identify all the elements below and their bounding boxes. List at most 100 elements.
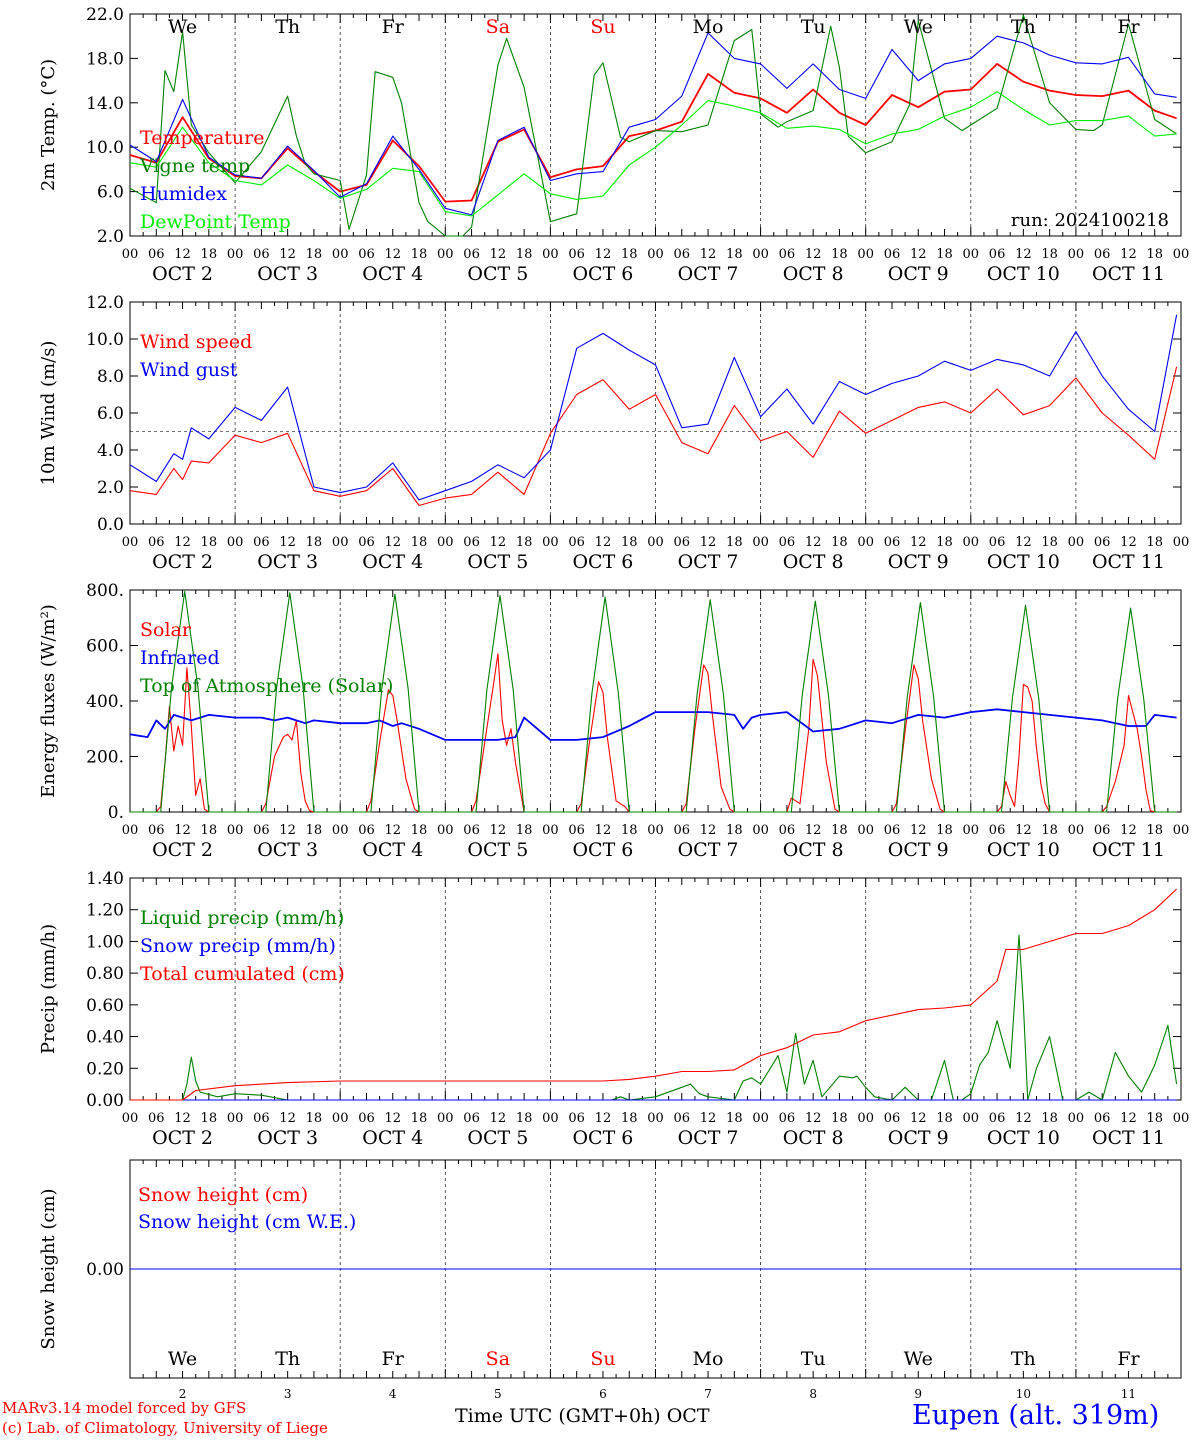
hour-label: 00 [1173,823,1190,838]
hour-label: 12 [910,1111,927,1126]
y-tick-label: 2.0 [97,227,124,247]
hour-label: 12 [595,535,612,550]
day-label: OCT 4 [362,839,423,861]
hour-label: 06 [148,535,165,550]
hour-label: 00 [1068,535,1085,550]
weekday-label-bottom: We [904,1348,933,1370]
hour-label: 18 [726,535,743,550]
hour-label: 06 [148,823,165,838]
day-label: OCT 11 [1092,551,1165,573]
hour-label: 00 [963,535,980,550]
station-label: Eupen (alt. 319m) [912,1400,1160,1431]
hour-label: 00 [647,823,664,838]
day-number: 10 [1016,1387,1031,1401]
hour-label: 18 [621,1111,638,1126]
day-label: OCT 3 [257,839,318,861]
hour-label: 18 [726,247,743,262]
hour-label: 18 [1146,823,1163,838]
day-label: OCT 6 [572,551,633,573]
y-axis-title: 2m Temp. (°C) [38,59,59,191]
hour-label: 06 [1094,1111,1111,1126]
legend-entry: Humidex [140,183,227,205]
hour-label: 06 [779,1111,796,1126]
hour-label: 12 [910,535,927,550]
day-label: OCT 3 [257,263,318,285]
hour-label: 06 [358,823,375,838]
hour-label: 12 [700,535,717,550]
y-tick-label: 0. [108,803,124,823]
hour-label: 12 [174,823,191,838]
hour-label: 00 [227,823,244,838]
y-tick-label: 0.00 [86,1260,124,1280]
weekday-label-top: Sa [486,16,510,38]
y-tick-label: 200. [86,748,124,768]
legend-entry: Wind gust [140,359,238,381]
hour-label: 18 [516,823,533,838]
hour-label: 06 [674,1111,691,1126]
hour-label: 00 [752,535,769,550]
hour-label: 18 [831,823,848,838]
series-line-infrared [129,708,1177,741]
legend-entry: Liquid precip (mm/h) [140,907,344,929]
day-label: OCT 6 [572,1127,633,1149]
weekday-label-top: Th [275,16,300,38]
hour-label: 12 [490,535,507,550]
hour-label: 12 [279,247,296,262]
weekday-label-top: Mo [693,16,724,38]
day-label: OCT 5 [467,839,528,861]
hour-label: 18 [1146,1111,1163,1126]
hour-label: 12 [1015,823,1032,838]
hour-label: 06 [253,823,270,838]
hour-label: 00 [542,823,559,838]
hour-label: 06 [568,535,585,550]
y-tick-label: 2.0 [97,478,124,498]
hour-label: 12 [279,1111,296,1126]
y-tick-label: 12.0 [86,293,124,313]
hour-label: 00 [963,1111,980,1126]
hour-label: 06 [568,823,585,838]
hour-label: 12 [595,247,612,262]
hour-label: 12 [700,247,717,262]
hour-label: 06 [463,247,480,262]
hour-label: 00 [963,247,980,262]
hour-label: 18 [411,1111,428,1126]
hour-label: 00 [437,535,454,550]
series-line-wind-gust [129,314,1178,501]
hour-label: 18 [621,823,638,838]
legend-entry: Top of Atmosphere (Solar) [140,675,393,697]
hour-label: 06 [779,823,796,838]
hour-label: 12 [1120,823,1137,838]
hour-label: 00 [332,247,349,262]
hour-label: 12 [490,247,507,262]
weekday-label-top: Su [590,16,615,38]
hour-label: 00 [857,535,874,550]
day-label: OCT 9 [888,551,949,573]
hour-label: 06 [884,1111,901,1126]
weekday-label-bottom: Sa [486,1348,510,1370]
day-label: OCT 2 [152,1127,213,1149]
y-axis-title: 10m Wind (m/s) [38,341,59,486]
hour-label: 18 [516,247,533,262]
hour-label: 00 [227,1111,244,1126]
hour-label: 18 [201,1111,218,1126]
hour-label: 12 [595,1111,612,1126]
hour-label: 18 [936,823,953,838]
hour-label: 06 [884,247,901,262]
hour-label: 06 [253,247,270,262]
day-number: 8 [809,1387,817,1401]
day-number: 6 [599,1387,607,1401]
series-line-total-cumulated-cm [130,888,1177,1101]
hour-label: 00 [542,535,559,550]
day-label: OCT 7 [678,1127,739,1149]
hour-label: 18 [936,247,953,262]
hour-label: 12 [279,823,296,838]
hour-label: 18 [1146,535,1163,550]
hour-label: 18 [1041,247,1058,262]
hour-label: 00 [122,823,139,838]
panel-4: 0.00 0.20 0.40 0.60 0.80 1.00 1.20 1.40 Precip (… [38,869,1189,1149]
y-tick-label: 6.0 [97,404,124,424]
hour-label: 12 [1015,1111,1032,1126]
hour-label: 12 [174,535,191,550]
hour-label: 18 [1041,823,1058,838]
